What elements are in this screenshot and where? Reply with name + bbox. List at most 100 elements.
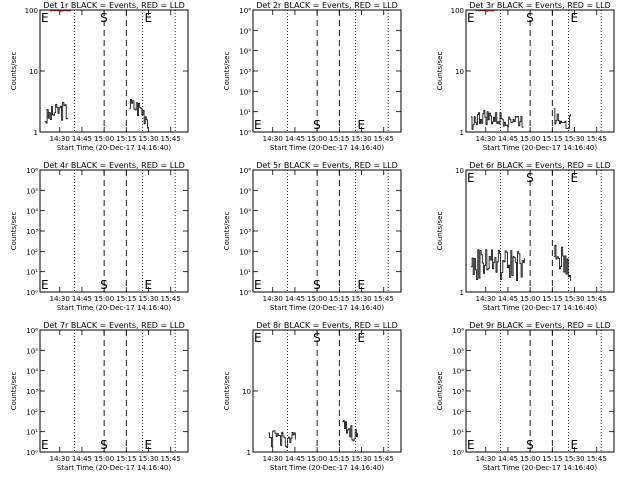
y-tick-label: 10¹ — [26, 429, 38, 437]
x-tick-label: 15:15 — [329, 135, 349, 143]
y-tick-label: 10³ — [26, 388, 38, 396]
x-axis-label: Start Time (20-Dec-17 14:16:40) — [270, 304, 384, 312]
series-trace — [475, 9, 497, 12]
plot-frame — [252, 9, 402, 133]
x-tick-label: 15:30 — [351, 295, 371, 303]
panel-title: Det 1r BLACK = Events, RED = LLD — [43, 1, 185, 10]
panel-det-5: Det 5r BLACK = Events, RED = LLD 14:30 14:… — [223, 161, 402, 312]
y-tick-label: 10⁴ — [452, 368, 464, 376]
x-tick-label: 15:30 — [564, 455, 584, 463]
event-marker-s: S — [100, 11, 108, 25]
event-marker-e: E — [358, 278, 366, 292]
x-tick-label: 15:30 — [138, 455, 158, 463]
panel-title: Det 2r BLACK = Events, RED = LLD — [256, 1, 398, 10]
panel-title: Det 7r BLACK = Events, RED = LLD — [43, 321, 185, 330]
panel-det-4: Det 4r BLACK = Events, RED = LLD 14:30 14:… — [10, 161, 189, 312]
event-marker-e: E — [254, 118, 262, 132]
y-tick-label: 10⁵ — [26, 187, 38, 195]
x-tick-label: 15:15 — [542, 295, 562, 303]
x-tick-label: 15:30 — [564, 135, 584, 143]
y-tick-label: 10² — [239, 88, 251, 96]
x-tick-label: 15:15 — [116, 455, 136, 463]
x-tick-label: 14:45 — [498, 455, 518, 463]
y-tick-label: 100 — [25, 7, 38, 15]
panel-title: Det 8r BLACK = Events, RED = LLD — [256, 321, 398, 330]
event-marker-e: E — [467, 438, 475, 452]
plot-frame — [39, 9, 189, 133]
panel-title: Det 5r BLACK = Events, RED = LLD — [256, 161, 398, 170]
event-marker-s: S — [313, 118, 321, 132]
y-tick-label: 10⁶ — [452, 327, 464, 335]
plot-frame — [465, 169, 615, 293]
x-axis-label: Start Time (20-Dec-17 14:16:40) — [270, 144, 384, 152]
x-tick-label: 15:30 — [564, 295, 584, 303]
x-tick-label: 15:45 — [587, 135, 607, 143]
x-tick-label: 14:30 — [476, 295, 496, 303]
y-tick-label: 10³ — [239, 228, 251, 236]
x-tick-label: 15:45 — [374, 135, 394, 143]
x-tick-label: 14:30 — [263, 455, 283, 463]
event-marker-e: E — [145, 11, 153, 25]
y-tick-label: 10⁶ — [239, 167, 251, 175]
y-tick-label: 10⁰ — [239, 129, 251, 137]
panel-det-3: Det 3r BLACK = Events, RED = LLD 14:30 14:… — [436, 1, 615, 152]
y-tick-label: 10² — [452, 408, 464, 416]
event-marker-s: S — [100, 438, 108, 452]
plot-frame — [465, 329, 615, 453]
x-axis-label: Start Time (20-Dec-17 14:16:40) — [57, 464, 171, 472]
y-tick-label: 10⁵ — [239, 27, 251, 35]
y-tick-label: 100 — [451, 7, 464, 15]
y-axis-label: Counts/sec — [436, 372, 444, 411]
y-tick-label: 10³ — [26, 228, 38, 236]
event-marker-e: E — [571, 438, 579, 452]
panel-title: Det 4r BLACK = Events, RED = LLD — [43, 161, 185, 170]
series-trace — [44, 99, 148, 129]
x-tick-label: 15:15 — [542, 135, 562, 143]
y-tick-label: 10 — [242, 388, 251, 396]
x-tick-label: 14:30 — [50, 135, 70, 143]
plot-frame — [39, 169, 189, 293]
panel-det-6: Det 6r BLACK = Events, RED = LLD 14:30 14:… — [436, 161, 615, 312]
event-marker-s: S — [526, 438, 534, 452]
plot-frame — [252, 169, 402, 293]
y-tick-label: 1 — [460, 289, 464, 297]
x-tick-label: 15:15 — [116, 295, 136, 303]
x-tick-label: 15:00 — [94, 295, 114, 303]
y-tick-label: 10¹ — [26, 269, 38, 277]
x-axis-label: Start Time (20-Dec-17 14:16:40) — [57, 304, 171, 312]
x-tick-label: 15:45 — [374, 455, 394, 463]
y-tick-label: 10⁶ — [26, 327, 38, 335]
y-tick-label: 10² — [239, 248, 251, 256]
y-tick-label: 10⁰ — [452, 449, 464, 457]
x-axis-label: Start Time (20-Dec-17 14:16:40) — [483, 304, 597, 312]
y-axis-label: Counts/sec — [223, 372, 231, 411]
x-tick-label: 15:45 — [587, 455, 607, 463]
event-marker-e: E — [145, 278, 153, 292]
y-tick-label: 10⁵ — [452, 347, 464, 355]
event-marker-e: E — [254, 331, 262, 345]
x-tick-label: 14:45 — [285, 295, 305, 303]
y-tick-label: 1 — [247, 449, 251, 457]
x-tick-label: 15:30 — [138, 295, 158, 303]
x-tick-label: 15:30 — [138, 135, 158, 143]
x-tick-label: 15:00 — [307, 135, 327, 143]
x-tick-label: 15:15 — [329, 455, 349, 463]
x-tick-label: 14:30 — [50, 455, 70, 463]
y-tick-label: 1 — [460, 129, 464, 137]
series-trace — [470, 108, 571, 130]
x-tick-label: 14:30 — [476, 135, 496, 143]
event-marker-e: E — [467, 11, 475, 25]
y-tick-label: 10⁵ — [26, 347, 38, 355]
x-tick-label: 14:45 — [498, 295, 518, 303]
x-tick-label: 15:15 — [542, 455, 562, 463]
y-tick-label: 10³ — [452, 388, 464, 396]
y-tick-label: 10 — [455, 167, 464, 175]
y-tick-label: 10 — [29, 68, 38, 76]
panel-title: Det 9r BLACK = Events, RED = LLD — [469, 321, 611, 330]
y-axis-label: Counts/sec — [436, 52, 444, 91]
x-tick-label: 15:00 — [307, 455, 327, 463]
y-axis-label: Counts/sec — [223, 52, 231, 91]
plot-frame — [39, 329, 189, 453]
x-tick-label: 15:45 — [374, 295, 394, 303]
